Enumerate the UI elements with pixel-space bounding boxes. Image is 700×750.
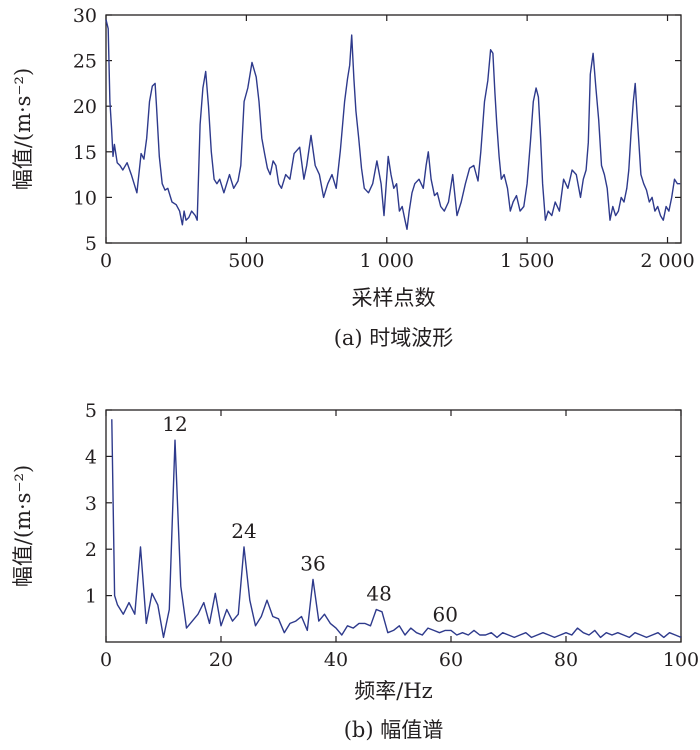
panel-a-x-tick-label: 1 500 — [500, 250, 554, 272]
panel-b-y-axis-title: 幅值/(m·s⁻²) — [11, 465, 35, 587]
panel-a-series-line — [105, 19, 681, 231]
panel-b-x-tick-label: 0 — [100, 649, 112, 671]
panel-b-y-tick-label: 4 — [85, 446, 97, 468]
panel-a-y-tick-label: 25 — [73, 51, 97, 73]
panel-b-peak-label: 60 — [433, 602, 458, 626]
panel-a-x-tick-label: 0 — [100, 250, 112, 272]
panel-a-y-tick-label: 15 — [73, 142, 97, 164]
panel-b-y-tick-label: 2 — [85, 539, 97, 561]
panel-a-axis-ticks: 0 500 1 000 1 500 2 000 5 10 15 20 25 30 — [73, 5, 695, 272]
panel-a-plot-frame — [105, 14, 682, 244]
panel-b-peak-label: 48 — [366, 582, 391, 606]
panel-b-x-tick-label: 80 — [554, 649, 578, 671]
panel-b-x-tick-label: 60 — [439, 649, 463, 671]
panel-a-series — [105, 19, 681, 231]
panel-a-x-tick-label: 1 000 — [360, 250, 414, 272]
panel-a-caption: (a) 时域波形 — [334, 326, 454, 350]
panel-a-x-tick-label: 500 — [228, 250, 264, 272]
panel-b-peak-label: 12 — [162, 412, 187, 436]
panel-b-x-axis-title: 频率/Hz — [354, 679, 432, 703]
panel-b-y-tick-label: 3 — [85, 493, 97, 515]
panel-a-x-tick-label: 2 000 — [640, 250, 694, 272]
panel-b-peak-label: 24 — [231, 519, 256, 543]
panel-b-annotations: 12 24 36 48 60 — [162, 412, 458, 626]
panel-a-y-axis-title: 幅值/(m·s⁻²) — [11, 68, 35, 190]
panel-a-y-tick-label: 5 — [85, 233, 97, 255]
panel-a-y-tick-label: 30 — [73, 5, 97, 27]
panel-b-series-line — [111, 419, 682, 639]
panel-a: 0 500 1 000 1 500 2 000 5 10 15 20 25 30 采样点数 幅值/(… — [11, 5, 695, 350]
panel-a-x-axis-title: 采样点数 — [352, 286, 436, 310]
panel-b-series — [111, 419, 682, 639]
panel-b-peak-label: 36 — [300, 551, 325, 575]
panel-b-caption: (b) 幅值谱 — [344, 718, 444, 742]
panel-a-y-tick-label: 10 — [73, 187, 97, 209]
panel-b-y-tick-label: 5 — [85, 400, 97, 422]
panel-b-plot-frame — [105, 409, 682, 643]
panel-b-x-tick-label: 100 — [663, 649, 699, 671]
panel-a-y-tick-label: 20 — [73, 96, 97, 118]
panel-b-x-tick-label: 20 — [209, 649, 233, 671]
panel-b-x-tick-label: 40 — [324, 649, 348, 671]
panel-b-y-tick-label: 1 — [85, 586, 97, 608]
